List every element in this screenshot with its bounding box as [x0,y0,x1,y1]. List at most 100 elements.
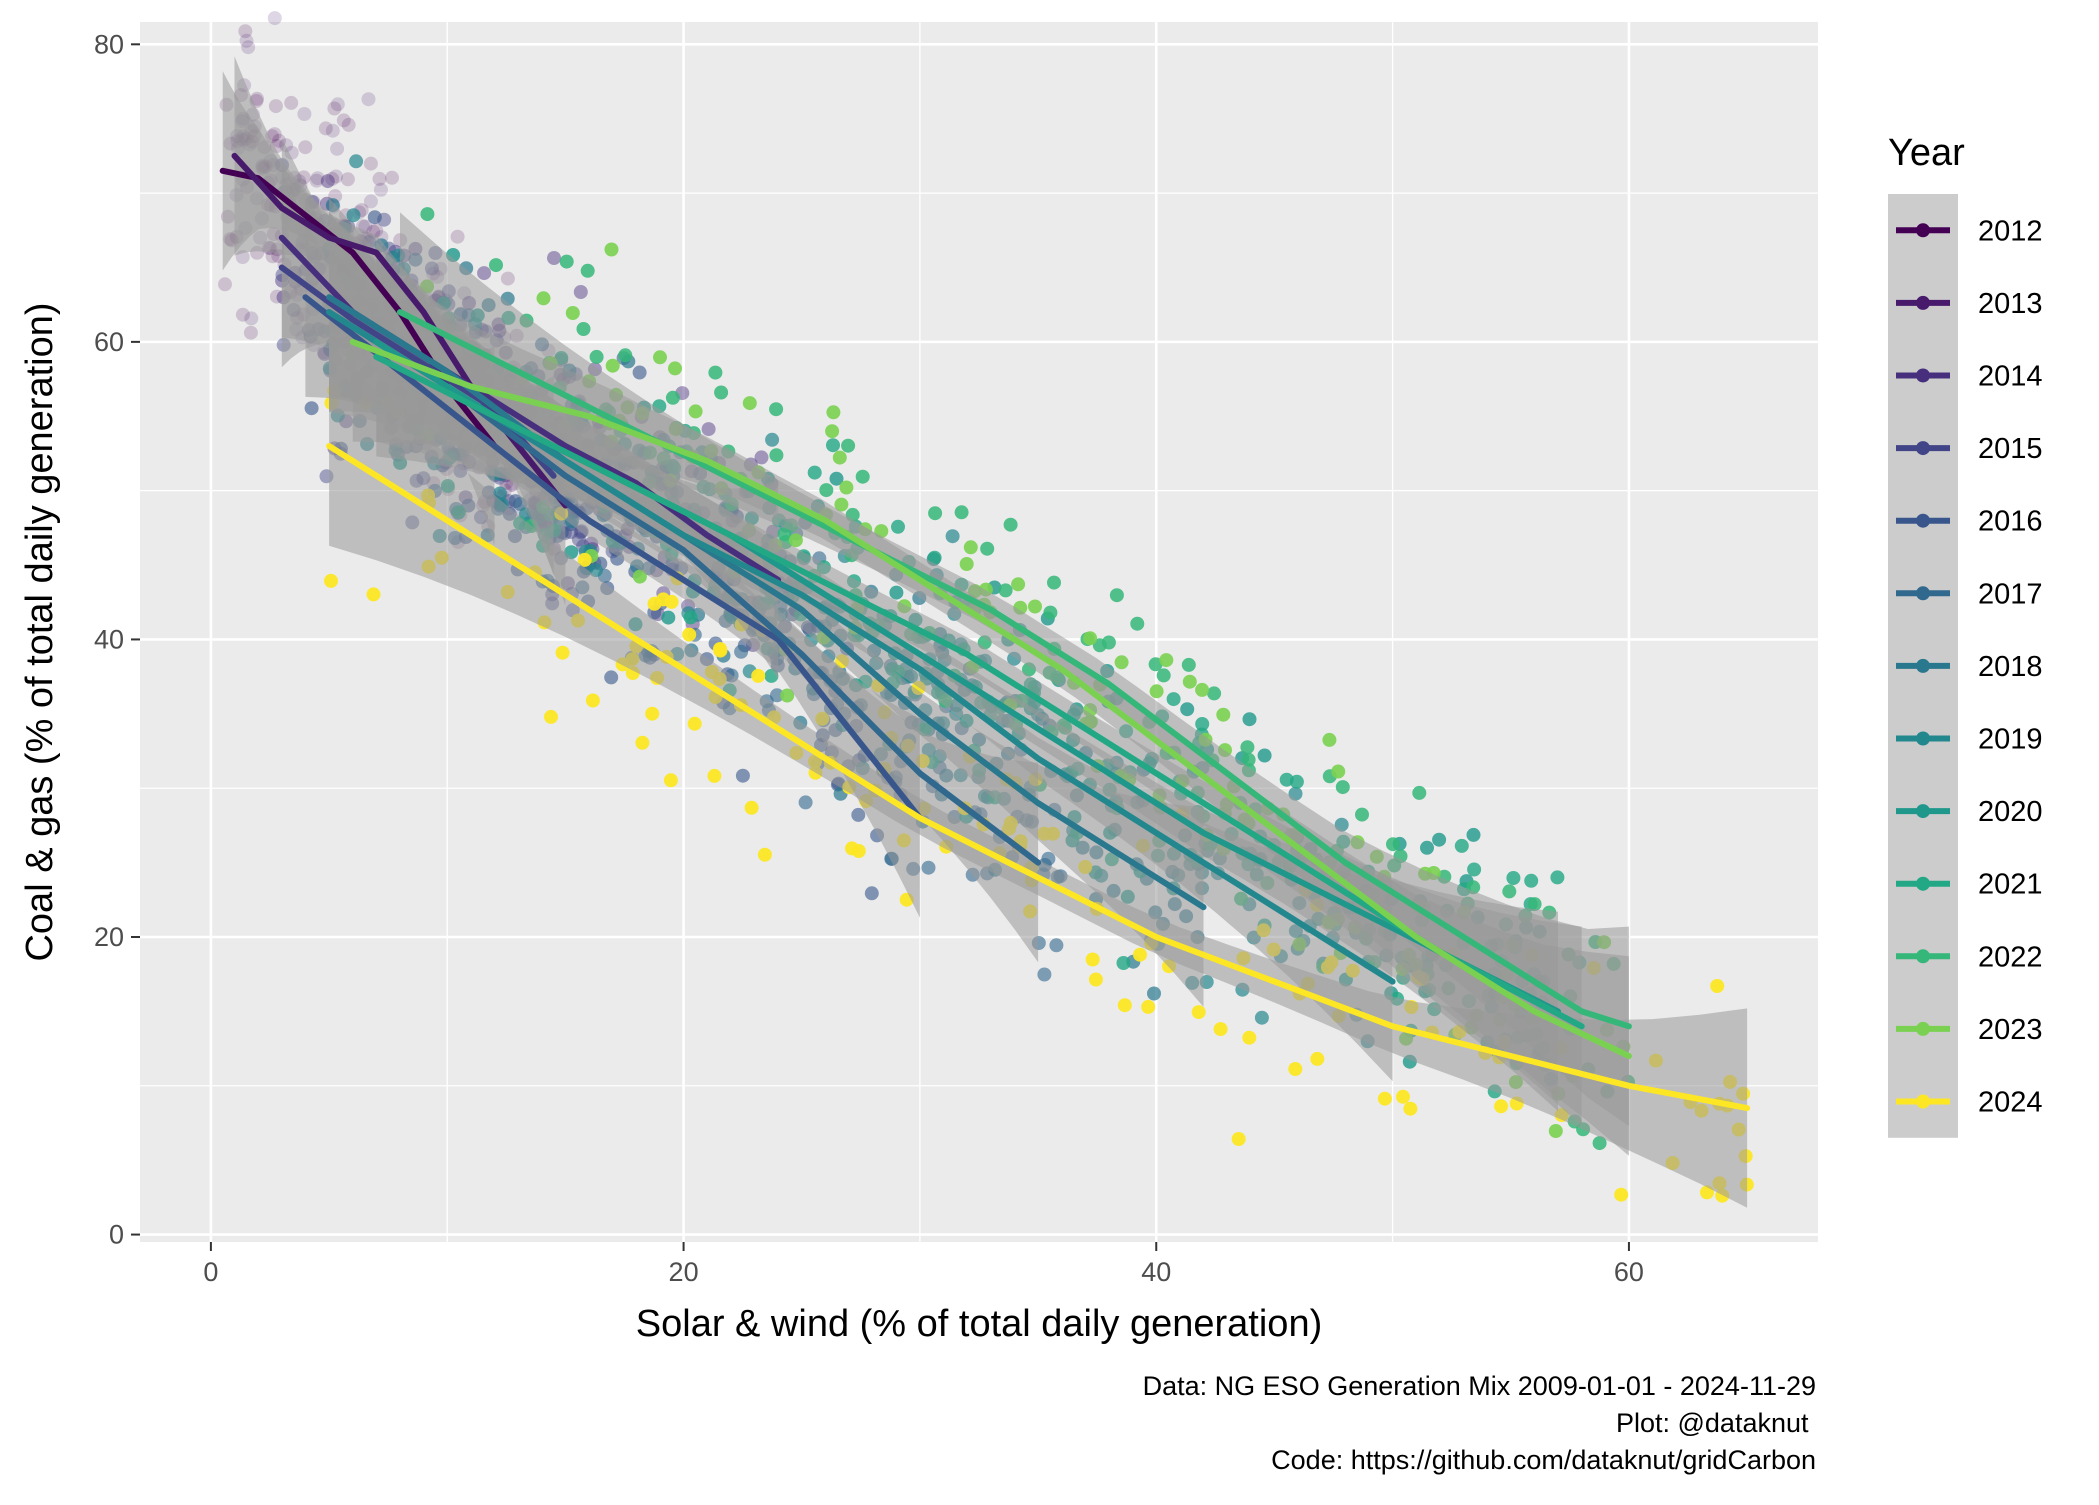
point-2024 [1494,1099,1509,1114]
point-2013 [325,123,340,138]
point-2017 [1049,938,1064,953]
point-2022 [855,469,870,484]
trend-line-2024 [326,443,1751,1112]
point-2022 [580,263,595,278]
trend-line-2018 [326,294,1207,911]
point-2024 [585,693,600,708]
point-2021 [1506,871,1521,885]
point-2024 [1396,1089,1410,1104]
point-2024 [851,844,866,858]
point-2022 [1335,780,1350,795]
legend-label-2019: 2019 [1978,724,2043,756]
point-2024 [1231,1132,1246,1146]
point-2022 [769,402,784,417]
point-2024 [635,735,650,750]
point-2024 [663,773,678,788]
point-2022 [1241,752,1256,767]
point-2012 [327,101,342,116]
point-2022 [1207,686,1222,701]
point-2022 [1092,638,1107,653]
point-2023 [788,533,803,548]
point-2022 [589,349,604,364]
point-2024 [713,642,727,656]
y-tick-label: 20 [94,922,124,952]
point-2013 [297,107,312,121]
point-2022 [714,385,729,400]
trend-lines [219,152,1751,1112]
point-2022 [1502,884,1517,899]
point-2016 [851,807,866,822]
y-tick-label: 40 [94,624,124,654]
legend-key-point-2017 [1916,586,1930,601]
point-2022 [708,365,723,380]
point-2023 [832,450,847,465]
point-2023 [1028,599,1042,614]
point-2023 [668,361,682,376]
x-tick-label: 0 [203,1257,218,1287]
point-2020 [1466,827,1481,842]
legend-label-2017: 2017 [1978,578,2043,610]
point-2012 [318,121,333,136]
point-2024 [1213,1022,1228,1037]
point-2017 [921,860,936,875]
point-2023 [780,688,795,703]
point-2024 [1288,1062,1303,1076]
point-2017 [1037,967,1052,982]
point-2023 [653,350,667,365]
y-tick-label: 60 [94,327,124,357]
point-2013 [244,311,259,326]
point-2022 [1109,588,1124,603]
point-2015 [571,532,586,547]
point-2021 [1467,862,1482,877]
point-2023 [742,396,757,411]
point-2014 [320,174,335,189]
legend-label-2012: 2012 [1978,215,2043,247]
point-2017 [734,644,749,659]
point-2012 [372,171,387,186]
legend-key-point-2015 [1916,441,1930,456]
point-2014 [701,422,716,437]
point-2023 [1322,732,1337,747]
point-2023 [1011,577,1026,592]
point-2017 [770,688,784,703]
point-2023 [834,497,849,512]
point-2012 [336,113,351,128]
point-2024 [687,716,702,731]
point-2022 [1181,657,1196,672]
point-2022 [1043,605,1058,620]
x-tick-label: 40 [1141,1257,1171,1287]
legend-label-2015: 2015 [1978,433,2043,465]
legend-label-2021: 2021 [1978,869,2043,901]
point-2012 [500,271,515,286]
point-2020 [829,471,844,486]
point-2023 [1083,631,1098,646]
legend-label-2018: 2018 [1978,651,2043,683]
point-2022 [769,448,784,463]
point-2022 [576,322,591,336]
point-2021 [1195,717,1210,731]
point-2022 [980,541,995,556]
point-2022 [1412,785,1427,800]
point-2014 [573,285,588,299]
point-2016 [604,670,619,685]
legend-label-2016: 2016 [1978,506,2043,538]
point-2016 [864,886,879,901]
point-2024 [1085,952,1100,967]
point-2022 [489,258,503,273]
legend-label-2022: 2022 [1978,941,2043,973]
point-2023 [825,424,840,439]
point-2013 [373,182,388,197]
point-2024 [744,800,759,815]
point-2022 [954,505,969,520]
point-2012 [341,117,356,132]
trend-line-2016 [302,294,923,821]
point-2022 [1386,837,1400,852]
confidence-band-2020 [376,242,1558,1112]
point-2012 [269,289,284,304]
confidence-band-2018 [329,197,1204,1007]
point-2023 [536,291,551,306]
point-2024 [1242,1030,1257,1045]
point-2024 [577,552,592,567]
point-2019 [945,529,960,544]
point-2013 [241,40,256,55]
